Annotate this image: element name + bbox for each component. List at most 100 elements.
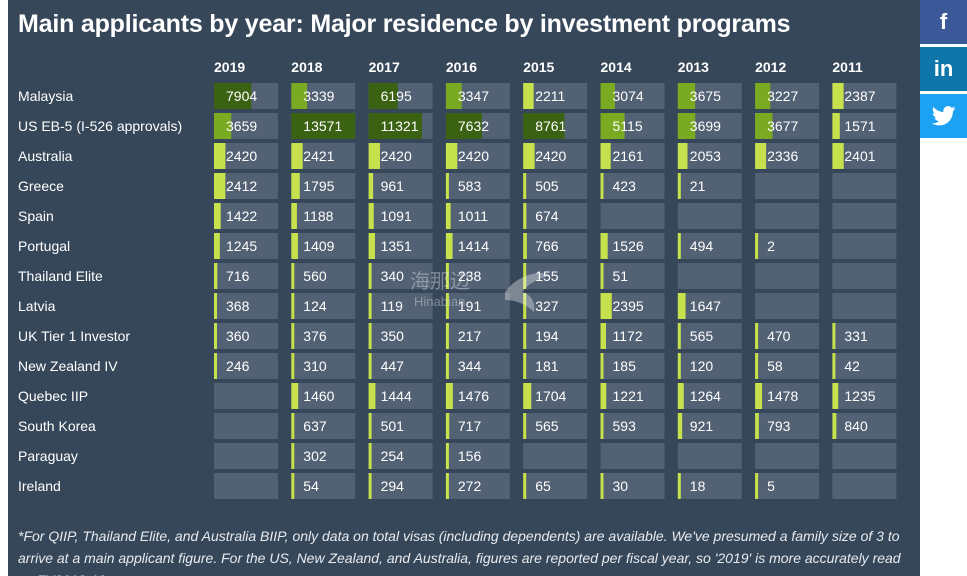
table-cell: 1409 [291,233,356,259]
value-label: 2420 [226,148,257,164]
table-cell [832,263,897,289]
value-label: 583 [458,178,482,194]
value-label: 793 [767,418,791,434]
value-label: 1647 [690,298,721,314]
row-label: Greece [18,178,64,194]
cell-background [832,203,897,229]
value-bar [755,113,773,139]
cell-background [445,263,510,289]
cell-background [523,413,588,439]
value-bar [368,383,376,409]
value-bar [523,173,527,199]
cell-background [677,173,742,199]
value-label: 840 [844,418,868,434]
value-bar [214,323,217,349]
cell-background [600,353,665,379]
value-bar [214,353,217,379]
value-bar [677,113,696,139]
value-bar [523,83,534,109]
cell-background [291,233,356,259]
facebook-share-button[interactable]: f [920,0,967,44]
value-bar [368,203,374,229]
value-label: 310 [303,358,327,374]
value-bar [523,473,527,499]
value-bar [600,173,604,199]
value-bar [291,353,295,379]
table-cell: 1460 [291,383,356,409]
cell-background [677,443,742,469]
table-cell: 360 [214,323,278,349]
value-bar [445,113,482,139]
value-bar [291,443,295,469]
value-label: 191 [458,298,482,314]
cell-background [832,233,897,259]
value-bar [291,413,295,439]
table-cell: 2 [755,233,820,259]
cell-background [755,203,820,229]
table-cell: 1351 [368,233,433,259]
table-cell: 1188 [291,203,356,229]
table-cell: 2053 [677,143,742,169]
value-bar [445,323,449,349]
table-cell: 7904 [214,83,278,109]
cell-background [832,323,897,349]
table-cell [832,233,897,259]
value-bar [677,293,686,319]
linkedin-share-button[interactable]: in [920,47,967,91]
value-label: 5 [767,478,775,494]
cell-background [523,473,588,499]
value-bar [368,83,398,109]
value-label: 1526 [613,238,644,254]
column-header-2015: 2015 [523,59,554,75]
cell-background [368,173,433,199]
value-bar [368,473,372,499]
value-label: 1221 [613,388,644,404]
value-bar [600,233,608,259]
cell-background [523,83,588,109]
value-label: 2161 [613,148,644,164]
table-cell: 2395 [600,293,665,319]
value-bar [445,473,449,499]
column-header-2019: 2019 [214,59,245,75]
cell-background [755,443,820,469]
table-cell: 155 [523,263,588,289]
value-label: 470 [767,328,791,344]
value-bar [445,353,449,379]
value-label: 344 [458,358,482,374]
value-label: 716 [226,268,250,284]
cell-background [368,413,433,439]
value-label: 1011 [458,208,488,224]
table-cell: 7632 [445,113,510,139]
table-cell: 1235 [832,383,897,409]
cell-background [523,383,588,409]
cell-background [214,443,278,469]
cell-background [600,143,665,169]
table-cell: 8761 [523,113,588,139]
twitter-share-button[interactable] [920,94,967,138]
cell-background [677,293,742,319]
value-label: 1188 [303,208,333,224]
table-cell: 1172 [600,323,665,349]
table-cell: 2336 [755,143,820,169]
value-label: 194 [535,328,559,344]
value-label: 360 [226,328,250,344]
cell-background [214,383,278,409]
value-label: 65 [535,478,551,494]
value-bar [368,233,375,259]
value-label: 1422 [226,208,257,224]
table-cell: 65 [523,473,588,499]
cell-background [445,293,510,319]
value-bar [445,233,453,259]
table-cell: 30 [600,473,665,499]
value-label: 1264 [690,388,721,404]
table-cell: 717 [445,413,510,439]
cell-background [832,353,897,379]
value-bar [214,233,220,259]
cell-background [445,353,510,379]
value-label: 294 [381,478,405,494]
cell-background [600,173,665,199]
cell-background [600,323,665,349]
value-bar [368,293,372,319]
table-cell: 254 [368,443,433,469]
value-bar [755,323,759,349]
